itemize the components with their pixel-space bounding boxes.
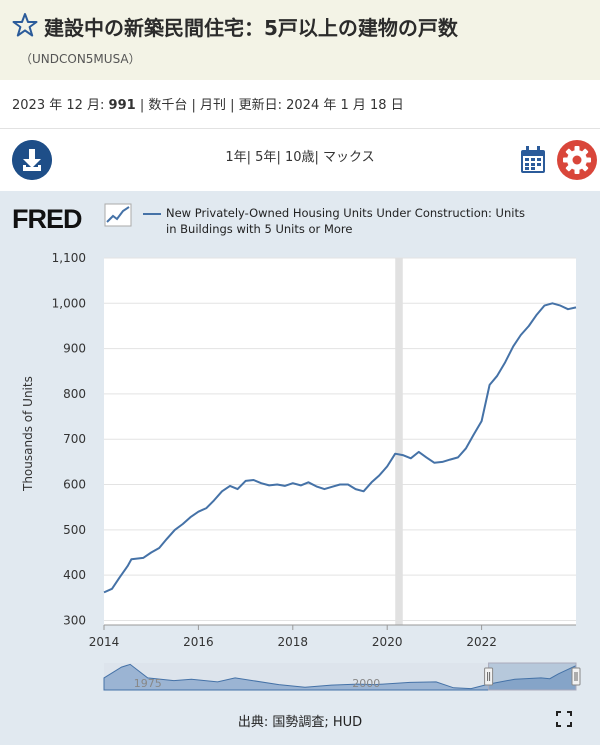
page-title: 建設中の新築民間住宅：5戸以上の建物の戸数	[44, 16, 458, 40]
y-tick-label: 400	[63, 568, 86, 582]
series-header: 建設中の新築民間住宅：5戸以上の建物の戸数 （UNDCON5MUSA）	[0, 0, 600, 80]
observation-value: 991	[108, 98, 136, 113]
y-tick-label: 1,000	[52, 296, 86, 310]
x-tick-label: 2014	[89, 635, 120, 649]
navigator-handle-right[interactable]	[571, 667, 581, 686]
range-5y[interactable]: 5年	[255, 150, 277, 165]
recession-band	[395, 258, 403, 625]
navigator-handle-left[interactable]	[484, 667, 494, 686]
y-tick-label: 800	[63, 387, 86, 401]
line-chart: 300 400 500 600 700 800 900 1,000 1,100 2014 2016 2…	[52, 251, 581, 691]
navigator-selection	[488, 662, 577, 691]
divider	[0, 128, 600, 129]
y-tick-label: 900	[63, 342, 86, 356]
x-tick-label: 2016	[183, 635, 214, 649]
source-note: 出典: 国勢調査; HUD	[237, 715, 363, 730]
download-button[interactable]	[12, 140, 52, 180]
y-tick-label: 1,100	[52, 251, 86, 265]
y-tick-label: 600	[63, 478, 86, 492]
date-range-selector: 1年| 5年| 10歳| マックス	[225, 150, 375, 165]
navigator-area	[103, 663, 577, 691]
x-tick-label: 2018	[278, 635, 309, 649]
range-1y[interactable]: 1年	[225, 150, 247, 165]
observation-meta: 2023 年 12 月: 991 | 数千台 | 月刊 | 更新日: 2024 …	[12, 94, 404, 113]
observation-date: 2023 年 12 月:	[12, 98, 105, 113]
gear-icon[interactable]	[557, 140, 597, 180]
series-id: （UNDCON5MUSA）	[20, 52, 141, 66]
y-tick-label: 700	[63, 432, 86, 446]
star-icon[interactable]	[12, 12, 38, 38]
navigator-label: 1975	[134, 677, 162, 690]
range-max[interactable]: マックス	[323, 150, 375, 165]
y-tick-label: 500	[63, 523, 86, 537]
plot-area	[104, 258, 576, 625]
fullscreen-icon[interactable]	[556, 711, 572, 727]
navigator-label: 2000	[352, 677, 380, 690]
legend-swatch	[143, 213, 161, 215]
legend-label: New Privately-Owned Housing Units Under …	[166, 206, 525, 236]
x-tick-label: 2022	[466, 635, 497, 649]
fred-logo: FRED	[12, 204, 82, 234]
series-line	[103, 302, 577, 594]
calendar-icon[interactable]	[520, 146, 546, 174]
x-tick-label: 2020	[372, 635, 403, 649]
fred-graph-icon	[104, 203, 132, 227]
range-10y[interactable]: 10歳	[284, 150, 315, 165]
y-tick-label: 300	[63, 613, 86, 627]
observation-details: | 数千台 | 月刊 | 更新日: 2024 年 1 月 18 日	[139, 98, 404, 113]
